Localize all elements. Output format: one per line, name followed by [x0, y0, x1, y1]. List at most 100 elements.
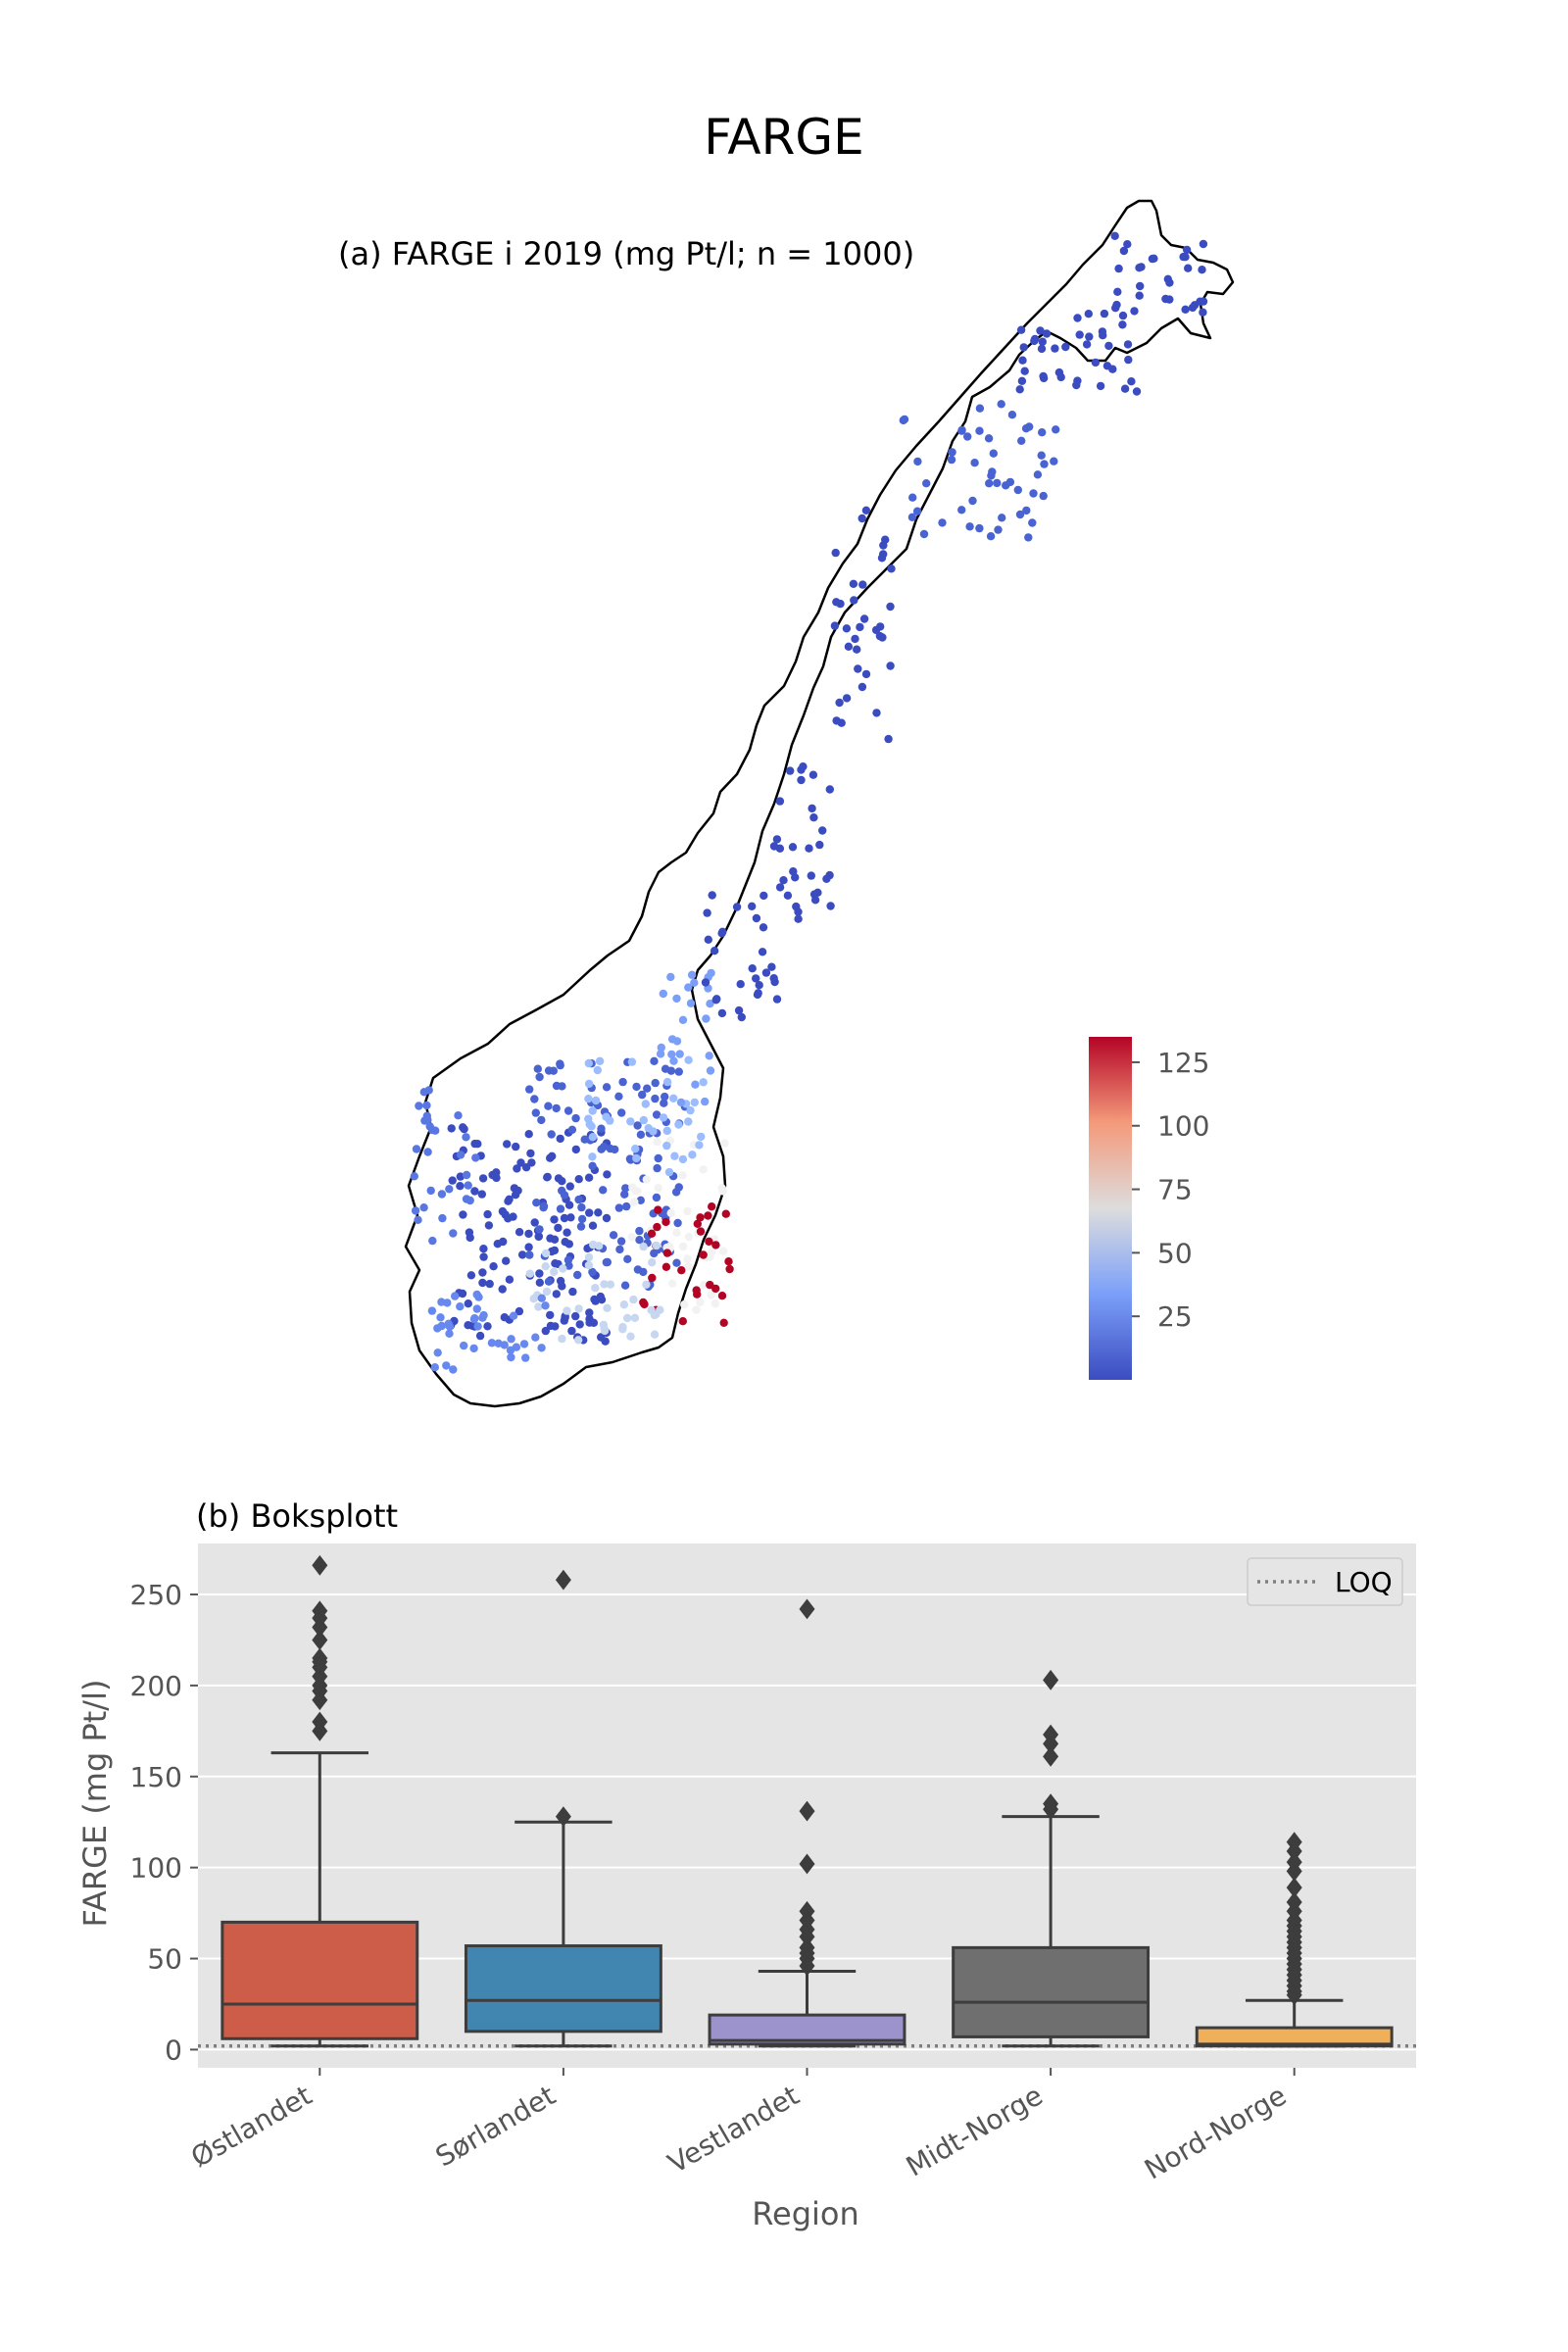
map-point — [886, 662, 895, 670]
x-axis-ticks: Østlandet Sørlandet Vestlandet Midt-Norge No… — [185, 2068, 1296, 2186]
map-point — [684, 1117, 693, 1126]
map-point — [1111, 304, 1120, 313]
map-point — [500, 1341, 509, 1349]
map-point — [419, 1088, 428, 1097]
map-point — [984, 434, 994, 443]
map-point — [656, 1305, 664, 1314]
map-point — [447, 1124, 456, 1133]
map-point — [993, 478, 1002, 488]
map-point — [600, 1324, 609, 1334]
map-point — [513, 1164, 521, 1173]
outlier-point — [312, 1711, 328, 1733]
outlier-point — [555, 1569, 571, 1591]
map-point — [1017, 436, 1026, 445]
map-point — [1165, 278, 1174, 287]
map-point — [1179, 252, 1188, 262]
map-point — [451, 1292, 460, 1300]
map-point — [629, 1295, 638, 1304]
outlier-point — [1043, 1793, 1059, 1815]
map-point — [850, 596, 858, 605]
map-point — [899, 416, 907, 425]
map-point — [872, 709, 881, 717]
map-point — [669, 1056, 678, 1065]
map-point — [1135, 291, 1144, 300]
map-point — [815, 840, 824, 850]
map-point — [537, 1294, 546, 1302]
map-point — [1072, 380, 1081, 390]
map-point — [1050, 457, 1058, 466]
map-point — [556, 1134, 564, 1144]
map-point — [705, 1237, 713, 1247]
map-point — [1198, 266, 1206, 274]
map-point — [686, 999, 696, 1007]
y-tick-label: 100 — [130, 1852, 182, 1885]
x-tick-label: Midt-Norge — [901, 2079, 1049, 2182]
map-point — [947, 455, 956, 465]
map-point — [668, 1279, 677, 1289]
map-point — [479, 1245, 488, 1253]
map-point — [662, 1249, 672, 1257]
map-point — [539, 1203, 548, 1212]
map-point — [483, 1322, 492, 1331]
map-point — [708, 891, 716, 900]
map-point — [670, 1152, 679, 1160]
map-point — [1104, 341, 1113, 351]
map-point — [466, 1196, 474, 1205]
map-point — [662, 1141, 671, 1151]
map-point — [907, 513, 917, 521]
x-tick-label: Nord-Norge — [1139, 2079, 1292, 2185]
map-panel-title: (a) FARGE i 2019 (mg Pt/l; n = 1000) — [338, 235, 914, 272]
map-point — [1024, 533, 1033, 542]
map-point — [568, 1287, 577, 1297]
map-point — [571, 1113, 580, 1123]
map-point — [591, 1096, 601, 1105]
map-point — [654, 1153, 662, 1163]
outlier-point — [555, 1806, 571, 1828]
map-point — [672, 994, 681, 1004]
map-point — [708, 1202, 716, 1211]
map-point — [1015, 385, 1024, 394]
map-point — [606, 1280, 615, 1289]
map-point — [957, 506, 966, 514]
map-point — [699, 1165, 708, 1174]
map-point — [584, 1260, 594, 1270]
map-point — [938, 518, 947, 527]
map-point — [574, 1336, 583, 1345]
map-point — [1040, 460, 1049, 468]
map-point — [554, 1174, 564, 1183]
map-point — [708, 1248, 716, 1256]
map-point — [464, 1321, 472, 1330]
map-point — [666, 1208, 675, 1218]
map-point — [963, 432, 972, 441]
map-point — [478, 1278, 487, 1288]
map-point — [712, 995, 721, 1004]
map-point — [459, 1210, 467, 1219]
map-point — [541, 1249, 551, 1258]
map-point — [861, 669, 871, 679]
map-point — [794, 914, 803, 923]
map-point — [484, 1221, 494, 1230]
map-point — [414, 1215, 422, 1225]
map-point — [584, 1095, 593, 1103]
map-point — [573, 1270, 582, 1280]
map-point — [711, 1241, 720, 1250]
map-point — [690, 1098, 699, 1107]
map-point — [772, 835, 782, 844]
map-point — [690, 978, 699, 987]
map-point — [687, 970, 697, 979]
map-point — [564, 1261, 573, 1270]
map-point — [721, 1209, 730, 1218]
map-point — [677, 1266, 686, 1275]
map-point — [704, 1211, 712, 1220]
outlier-point — [799, 1598, 815, 1620]
map-point — [1120, 384, 1130, 393]
map-point — [783, 891, 793, 900]
map-point — [597, 1124, 606, 1133]
map-point — [693, 1219, 702, 1229]
map-point — [507, 1352, 515, 1362]
map-point — [492, 1173, 501, 1183]
map-point — [1039, 491, 1048, 501]
map-point — [524, 1229, 533, 1239]
map-point — [667, 1050, 676, 1059]
map-point — [535, 1072, 544, 1082]
